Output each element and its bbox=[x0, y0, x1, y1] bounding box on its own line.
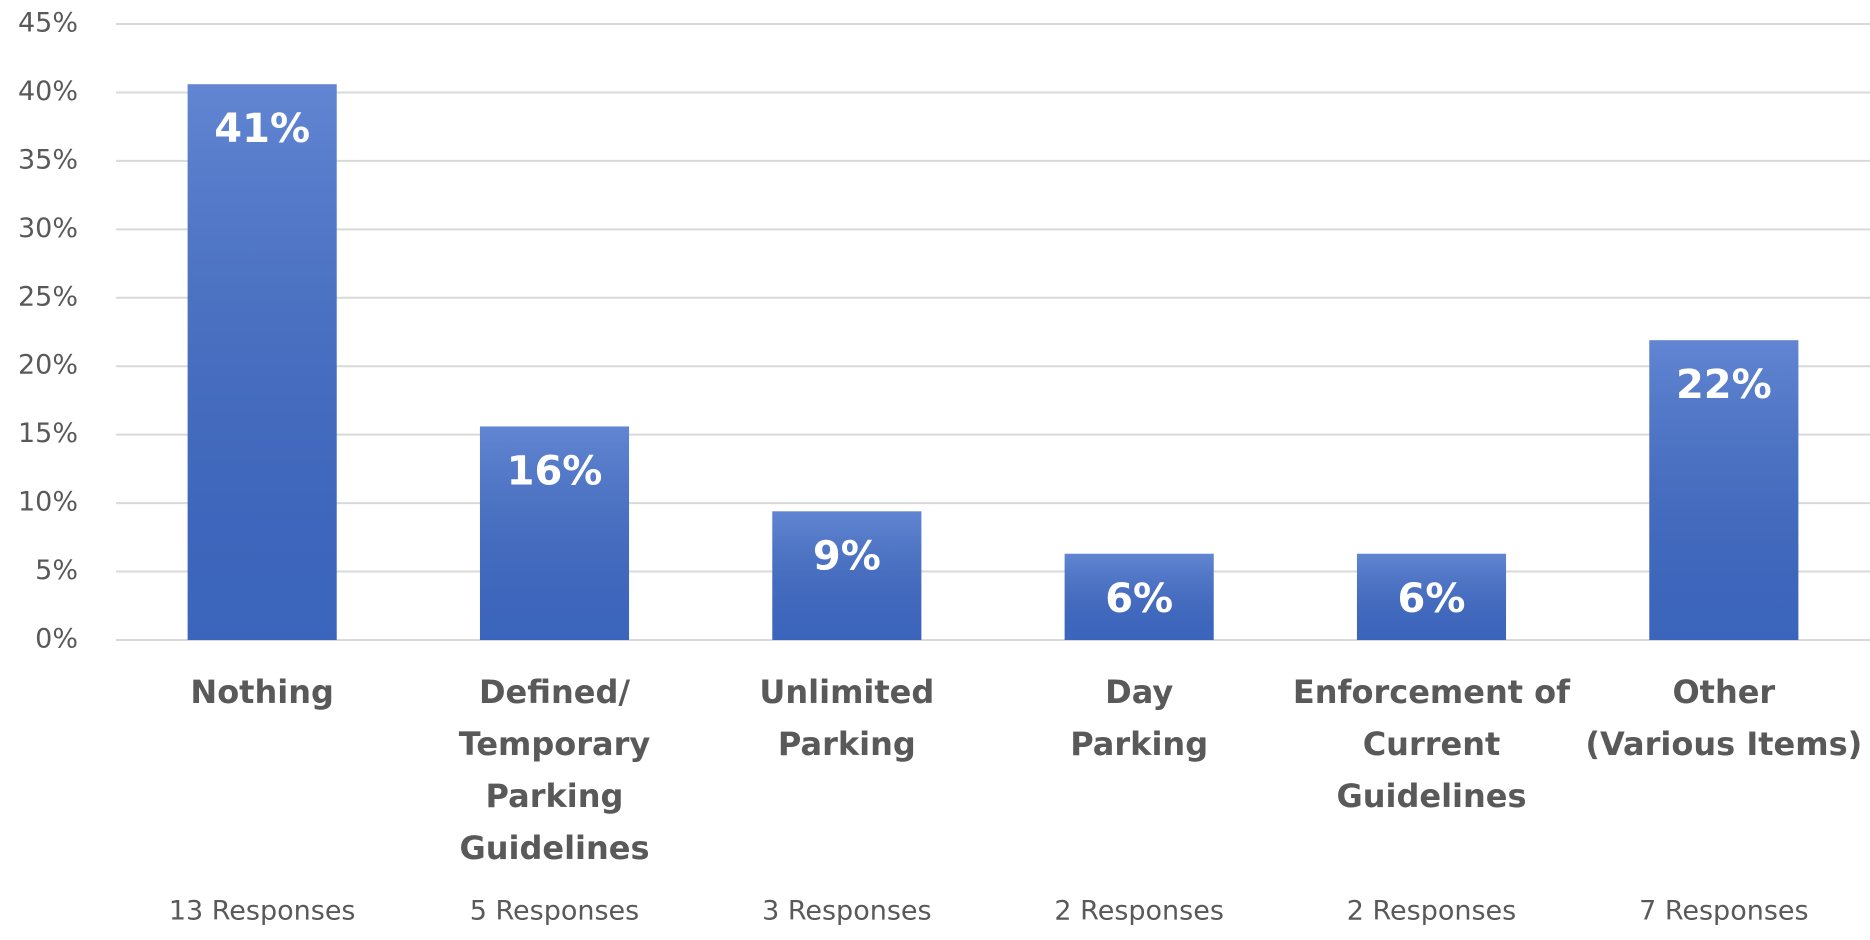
x-tick-label: Enforcement of Current Guidelines bbox=[1293, 673, 1571, 815]
value-label: 16% bbox=[507, 448, 603, 494]
x-tick-label: Nothing bbox=[190, 673, 334, 711]
response-count: 2 Responses bbox=[1347, 896, 1517, 927]
response-count: 7 Responses bbox=[1639, 896, 1809, 927]
y-tick-label: 30% bbox=[18, 213, 78, 244]
x-tick-label: Unlimited Parking bbox=[759, 673, 934, 763]
y-tick-label: 15% bbox=[18, 418, 78, 449]
y-tick-label: 45% bbox=[18, 8, 78, 39]
response-count: 3 Responses bbox=[762, 896, 932, 927]
y-tick-label: 10% bbox=[18, 487, 78, 518]
x-tick-label: Defined/Temporary Parking Guidelines bbox=[459, 673, 651, 867]
value-label: 6% bbox=[1398, 576, 1466, 622]
response-count: 13 Responses bbox=[169, 896, 356, 927]
bar-shade bbox=[187, 84, 337, 641]
value-label: 41% bbox=[214, 106, 310, 152]
bar-shade bbox=[1064, 553, 1214, 640]
x-tick-label: Other (Various Items) bbox=[1585, 673, 1862, 763]
response-count: 2 Responses bbox=[1054, 896, 1224, 927]
y-tick-label: 40% bbox=[18, 76, 78, 107]
y-tick-label: 25% bbox=[18, 281, 78, 312]
value-label: 6% bbox=[1105, 576, 1173, 622]
y-tick-label: 0% bbox=[35, 624, 78, 655]
bar-shade bbox=[1649, 340, 1799, 640]
value-label: 22% bbox=[1676, 362, 1772, 408]
value-label: 9% bbox=[813, 533, 881, 579]
bar-shade bbox=[1356, 553, 1507, 640]
bar-shade bbox=[479, 426, 630, 640]
x-tick-label: Day Parking bbox=[1070, 673, 1208, 763]
bar-shade bbox=[772, 511, 922, 640]
y-tick-label: 35% bbox=[18, 144, 78, 175]
y-tick-label: 5% bbox=[35, 555, 78, 586]
response-count: 5 Responses bbox=[470, 896, 640, 927]
y-tick-label: 20% bbox=[18, 350, 78, 381]
